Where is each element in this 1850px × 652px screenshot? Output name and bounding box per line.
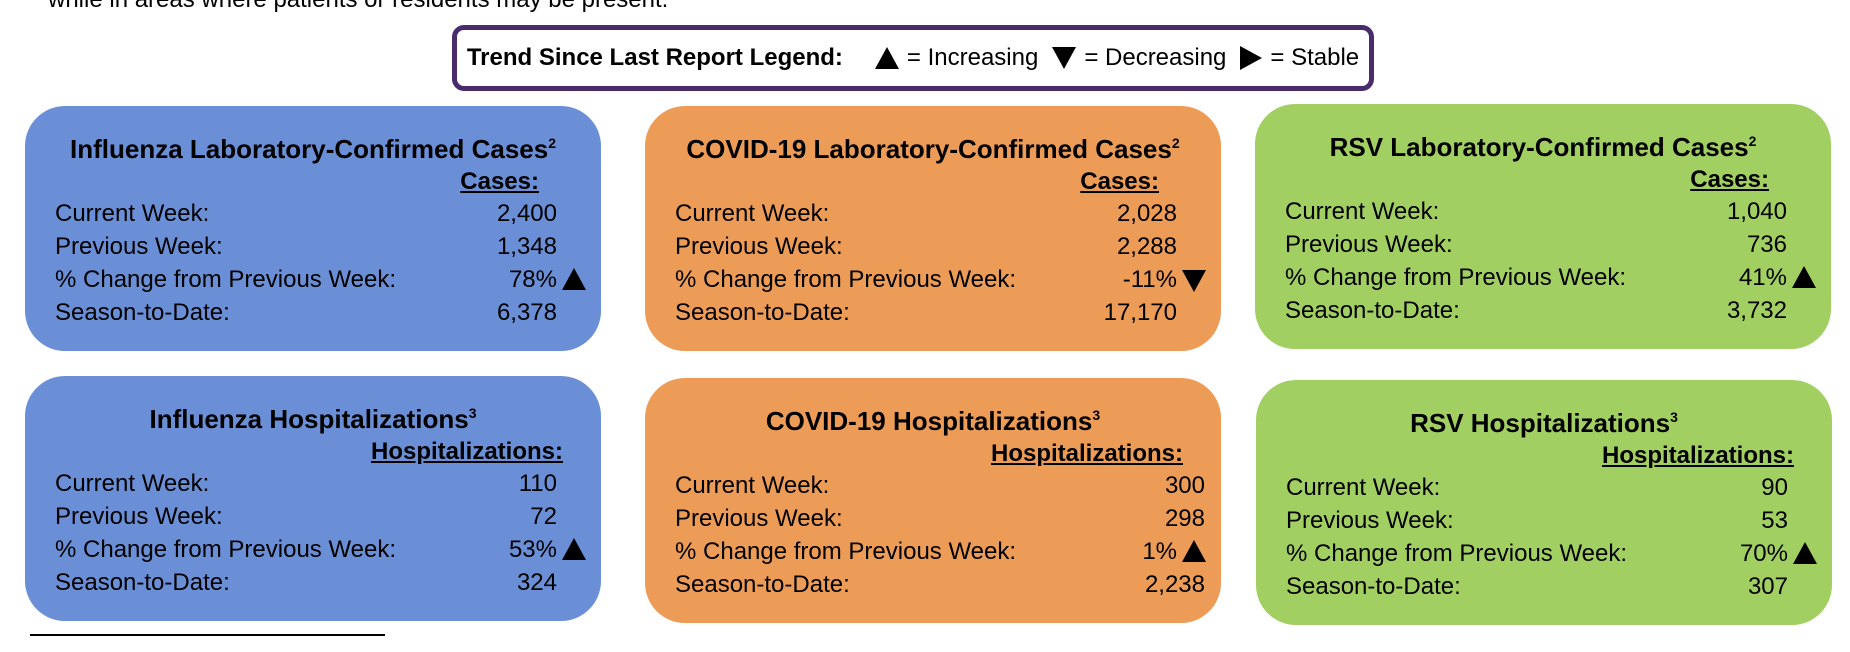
legend-stable: = Stable — [1240, 44, 1359, 72]
covid-cases-card: COVID-19 Laboratory-Confirmed Cases2 Cas… — [645, 106, 1221, 351]
current-week-row: Current Week: 110 — [55, 470, 557, 497]
card-title: RSV Hospitalizations3 — [1410, 408, 1678, 438]
season-row: Season-to-Date: 2,238 — [675, 571, 1205, 598]
change-row: % Change from Previous Week: 41% — [1285, 262, 1816, 294]
season-row: Season-to-Date: 307 — [1286, 573, 1788, 600]
previous-week-row: Previous Week: 72 — [55, 503, 557, 530]
trend-increasing-icon — [1182, 540, 1206, 562]
card-title: RSV Laboratory-Confirmed Cases2 — [1329, 132, 1757, 162]
card-title: COVID-19 Laboratory-Confirmed Cases2 — [686, 134, 1180, 164]
legend-increasing-label: = Increasing — [906, 44, 1039, 71]
current-week-row: Current Week: 2,028 — [675, 200, 1177, 227]
footnote-divider — [30, 634, 385, 636]
trend-increasing-icon — [562, 538, 586, 560]
trend-decreasing-icon — [1182, 270, 1206, 292]
trend-legend: Trend Since Last Report Legend: = Increa… — [452, 25, 1374, 91]
current-week-row: Current Week: 1,040 — [1285, 198, 1787, 225]
triangle-right-icon — [1240, 46, 1263, 70]
rsv-cases-card: RSV Laboratory-Confirmed Cases2 Cases: C… — [1255, 104, 1831, 349]
season-row: Season-to-Date: 324 — [55, 569, 557, 596]
flu-cases-card: Influenza Laboratory-Confirmed Cases2 Ca… — [25, 106, 601, 351]
legend-decreasing: = Decreasing — [1052, 44, 1226, 72]
change-row: % Change from Previous Week: 78% — [55, 264, 586, 296]
rsv-hosp-card: RSV Hospitalizations3 Hospitalizations: … — [1256, 380, 1832, 625]
current-week-row: Current Week: 90 — [1286, 474, 1788, 501]
intro-text: while in areas where patients or residen… — [48, 0, 668, 14]
legend-title: Trend Since Last Report Legend: — [466, 44, 843, 71]
card-title: Influenza Laboratory-Confirmed Cases2 — [70, 134, 556, 164]
change-row: % Change from Previous Week: 70% — [1286, 538, 1817, 570]
previous-week-row: Previous Week: 298 — [675, 505, 1205, 532]
change-row: % Change from Previous Week: 1% — [675, 536, 1206, 568]
covid-hosp-card: COVID-19 Hospitalizations3 Hospitalizati… — [645, 378, 1221, 623]
trend-increasing-icon — [562, 268, 586, 290]
legend-decreasing-label: = Decreasing — [1084, 44, 1227, 71]
previous-week-row: Previous Week: 1,348 — [55, 233, 557, 260]
change-row: % Change from Previous Week: -11% — [675, 264, 1206, 296]
current-week-row: Current Week: 300 — [675, 472, 1205, 499]
season-row: Season-to-Date: 17,170 — [675, 299, 1177, 326]
previous-week-row: Previous Week: 53 — [1286, 507, 1788, 534]
season-row: Season-to-Date: 3,732 — [1285, 297, 1787, 324]
legend-stable-label: = Stable — [1270, 44, 1360, 71]
previous-week-row: Previous Week: 736 — [1285, 231, 1787, 258]
triangle-down-icon — [1052, 47, 1077, 69]
triangle-up-icon — [874, 47, 899, 69]
card-title: Influenza Hospitalizations3 — [149, 404, 477, 434]
season-row: Season-to-Date: 6,378 — [55, 299, 557, 326]
card-title: COVID-19 Hospitalizations3 — [765, 406, 1101, 436]
column-header: Hospitalizations: — [1601, 442, 1794, 469]
column-header: Cases: — [1080, 168, 1159, 195]
previous-week-row: Previous Week: 2,288 — [675, 233, 1177, 260]
legend-increasing: = Increasing — [874, 44, 1039, 72]
current-week-row: Current Week: 2,400 — [55, 200, 557, 227]
column-header: Cases: — [1690, 166, 1769, 193]
trend-increasing-icon — [1793, 542, 1817, 564]
column-header: Hospitalizations: — [990, 440, 1183, 467]
column-header: Cases: — [460, 168, 539, 195]
flu-hosp-card: Influenza Hospitalizations3 Hospitalizat… — [25, 376, 601, 621]
trend-increasing-icon — [1792, 266, 1816, 288]
change-row: % Change from Previous Week: 53% — [55, 534, 586, 566]
column-header: Hospitalizations: — [370, 438, 563, 465]
